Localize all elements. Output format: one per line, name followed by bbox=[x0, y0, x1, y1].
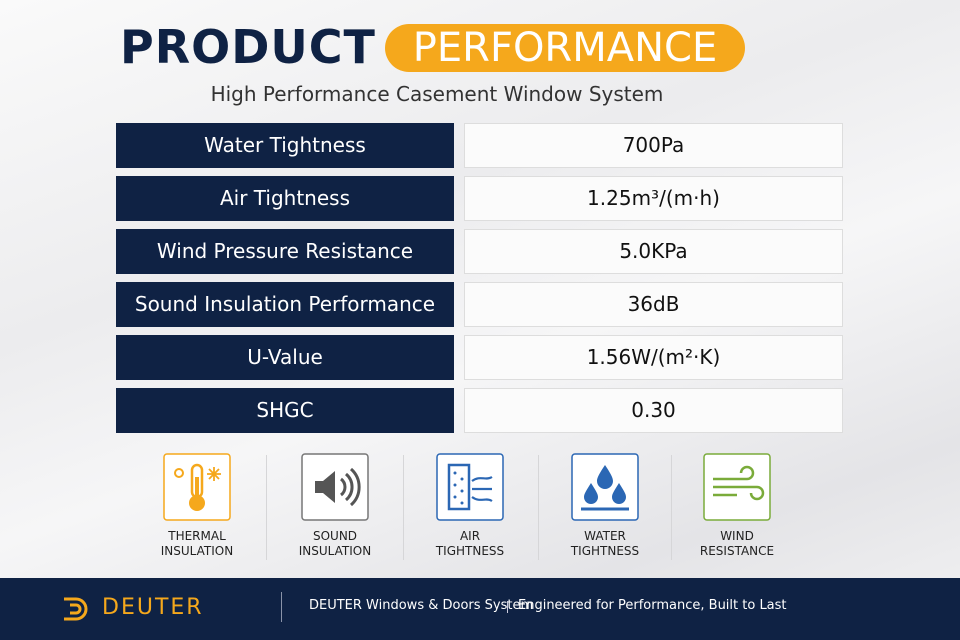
feature: SOUND INSULATION bbox=[275, 453, 395, 559]
icon-box bbox=[301, 453, 369, 521]
feature: AIR TIGHTNESS bbox=[410, 453, 530, 559]
company: DEUTER Windows & Doors System bbox=[309, 598, 534, 613]
spec-value: 1.56W/(m²·K) bbox=[464, 335, 843, 380]
feature-label: THERMAL bbox=[168, 529, 226, 543]
feature: WATER TIGHTNESS bbox=[545, 453, 665, 559]
title: PRODUCT bbox=[120, 20, 376, 74]
footer-divider bbox=[281, 592, 282, 622]
feature-label: INSULATION bbox=[298, 544, 372, 558]
spec-value: 1.25m³/(m·h) bbox=[464, 176, 843, 221]
spec-value: 5.0KPa bbox=[464, 229, 843, 274]
feature-label: AIR bbox=[459, 529, 481, 543]
icon-box bbox=[571, 453, 639, 521]
feature-label: WATER bbox=[584, 529, 626, 543]
brand: DEUTER bbox=[102, 595, 204, 620]
divider bbox=[266, 455, 267, 560]
feature-label: SOUND bbox=[312, 529, 358, 543]
title-highlight: PERFORMANCE bbox=[385, 24, 745, 72]
feature-label: TIGHTNESS bbox=[570, 544, 640, 558]
spec-label: U-Value bbox=[116, 335, 454, 380]
air-icon bbox=[436, 453, 504, 521]
feature: THERMAL INSULATION bbox=[137, 453, 257, 559]
spec-value: 36dB bbox=[464, 282, 843, 327]
divider bbox=[403, 455, 404, 560]
feature-label: RESISTANCE bbox=[699, 544, 775, 558]
icon-box bbox=[163, 453, 231, 521]
divider bbox=[538, 455, 539, 560]
icon-box bbox=[703, 453, 771, 521]
subtitle: High Performance Casement Window System bbox=[210, 82, 664, 106]
brand-logo bbox=[64, 597, 88, 621]
tagline: Engineered for Performance, Built to Las… bbox=[518, 598, 787, 613]
spec-label: SHGC bbox=[116, 388, 454, 433]
spec-label: Air Tightness bbox=[116, 176, 454, 221]
feature-label: INSULATION bbox=[160, 544, 234, 558]
thermal-icon bbox=[163, 453, 231, 521]
spec-label: Sound Insulation Performance bbox=[116, 282, 454, 327]
sound-icon bbox=[301, 453, 369, 521]
spec-value: 700Pa bbox=[464, 123, 843, 168]
footer-separator bbox=[507, 601, 508, 613]
feature-label: WIND bbox=[720, 529, 754, 543]
spec-value: 0.30 bbox=[464, 388, 843, 433]
wind-icon bbox=[703, 453, 771, 521]
divider bbox=[671, 455, 672, 560]
icon-box bbox=[436, 453, 504, 521]
feature-label: TIGHTNESS bbox=[435, 544, 505, 558]
water-icon bbox=[571, 453, 639, 521]
footer bbox=[0, 578, 960, 640]
spec-label: Water Tightness bbox=[116, 123, 454, 168]
feature: WIND RESISTANCE bbox=[677, 453, 797, 559]
spec-label: Wind Pressure Resistance bbox=[116, 229, 454, 274]
